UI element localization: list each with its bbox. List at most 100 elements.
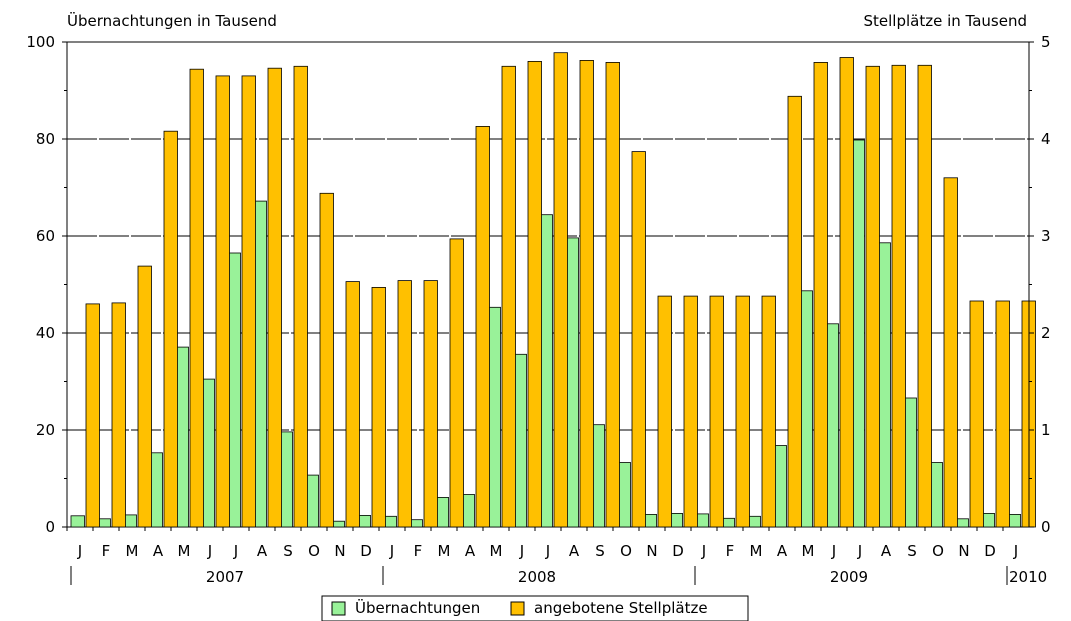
legend-label-overnights: Übernachtungen	[355, 598, 480, 617]
legend-label-spaces: angebotene Stellplätze	[534, 599, 708, 617]
year-label: 2010	[1009, 568, 1047, 586]
month-label: D	[360, 542, 372, 560]
left-tick-label: 20	[36, 421, 55, 439]
bar-spaces	[813, 62, 828, 528]
legend: Übernachtungen angebotene Stellplätze	[321, 595, 749, 621]
month-label: M	[802, 542, 815, 560]
bar-spaces	[163, 130, 178, 528]
month-label: J	[831, 542, 836, 560]
left-tick-label: 0	[45, 518, 55, 536]
month-label: D	[672, 542, 684, 560]
left-tick-label: 100	[26, 33, 55, 51]
bar-spaces	[865, 65, 880, 528]
month-label: A	[465, 542, 476, 560]
month-label: A	[569, 542, 580, 560]
bar-spaces	[241, 75, 256, 528]
right-tick-label: 1	[1041, 421, 1051, 439]
month-label: J	[701, 542, 706, 560]
bar-spaces	[735, 295, 750, 528]
month-label: N	[958, 542, 969, 560]
bar-spaces	[579, 60, 594, 528]
month-label: A	[777, 542, 788, 560]
bar-spaces	[501, 65, 516, 528]
legend-box	[321, 595, 749, 621]
bar-spaces	[189, 68, 204, 528]
year-label: 2008	[518, 568, 556, 586]
year-label: 2007	[206, 568, 244, 586]
bar-spaces	[969, 300, 984, 528]
month-label: M	[438, 542, 451, 560]
bar-spaces	[215, 75, 230, 528]
bars	[70, 52, 1036, 528]
right-tick-label: 0	[1041, 518, 1051, 536]
month-label: J	[545, 542, 550, 560]
right-tick-label: 2	[1041, 324, 1051, 342]
month-label: A	[257, 542, 268, 560]
month-label: S	[907, 542, 917, 560]
bar-spaces	[605, 62, 620, 528]
month-label: J	[389, 542, 394, 560]
month-label: A	[881, 542, 892, 560]
bar-spaces	[683, 295, 698, 528]
month-label: J	[77, 542, 82, 560]
bar-spaces	[423, 280, 438, 528]
left-tick-label: 80	[36, 130, 55, 148]
month-label: J	[207, 542, 212, 560]
month-label: F	[726, 542, 735, 560]
bar-spaces	[839, 57, 854, 528]
month-label: M	[490, 542, 503, 560]
bar-spaces	[709, 295, 724, 528]
bar-spaces	[657, 295, 672, 528]
month-label: O	[308, 542, 320, 560]
bar-overnights	[70, 515, 85, 528]
bar-spaces	[553, 52, 568, 528]
right-tick-label: 3	[1041, 227, 1051, 245]
left-axis: 0 20 40 60 80 100	[26, 33, 68, 536]
month-label: J	[857, 542, 862, 560]
month-label: M	[178, 542, 191, 560]
month-label: J	[233, 542, 238, 560]
month-label: N	[646, 542, 657, 560]
bar-spaces	[85, 303, 100, 528]
left-tick-label: 40	[36, 324, 55, 342]
legend-swatch-spaces	[510, 601, 525, 616]
month-label: F	[102, 542, 111, 560]
month-label: O	[620, 542, 632, 560]
bar-spaces	[995, 300, 1010, 528]
bar-spaces	[787, 95, 802, 528]
month-label: J	[519, 542, 524, 560]
bar-spaces	[917, 64, 932, 528]
bar-spaces	[397, 280, 412, 528]
right-tick-label: 4	[1041, 130, 1051, 148]
month-label: J	[1013, 542, 1018, 560]
bar-spaces	[371, 286, 386, 528]
bar-spaces	[267, 67, 282, 528]
bar-spaces	[891, 64, 906, 528]
right-axis: 0 1 2 3 4 5	[1028, 33, 1051, 536]
right-axis-title: Stellplätze in Tausend	[864, 12, 1028, 30]
bar-spaces	[137, 265, 152, 528]
month-label: S	[283, 542, 293, 560]
bar-spaces	[345, 281, 360, 528]
month-label: O	[932, 542, 944, 560]
month-label: M	[750, 542, 763, 560]
bar-spaces	[111, 302, 126, 528]
left-tick-label: 60	[36, 227, 55, 245]
month-label: N	[334, 542, 345, 560]
year-label: 2009	[830, 568, 868, 586]
month-label: S	[595, 542, 605, 560]
bar-spaces	[943, 177, 958, 528]
x-axis: J F M A M J J A S O N D J F M A M J J A S O N D J F M A M J J A S O N D J200…	[66, 527, 1047, 586]
bar-spaces	[761, 295, 776, 528]
bar-spaces	[475, 126, 490, 528]
month-label: F	[414, 542, 423, 560]
month-label: A	[153, 542, 164, 560]
bar-spaces	[631, 151, 646, 528]
bar-spaces	[293, 65, 308, 528]
right-tick-label: 5	[1041, 33, 1051, 51]
bar-spaces	[319, 192, 334, 528]
left-axis-title: Übernachtungen in Tausend	[67, 11, 277, 30]
bar-spaces	[449, 238, 464, 528]
month-label: D	[984, 542, 996, 560]
